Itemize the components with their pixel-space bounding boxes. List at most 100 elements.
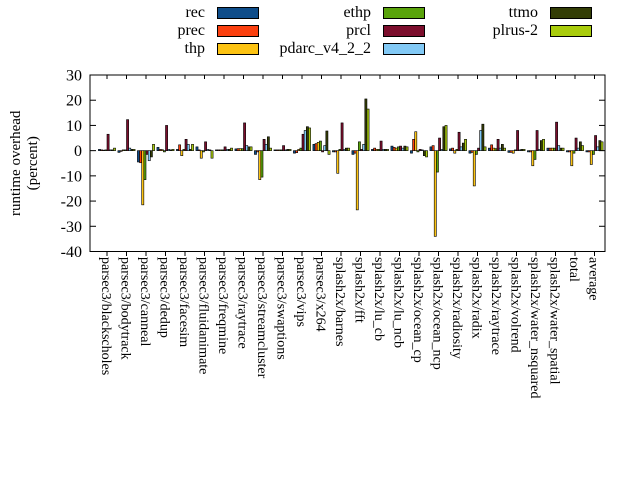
bar-prcl [301, 133, 305, 151]
x-tick-label: splash2x/radix [469, 257, 484, 339]
bar-ethp [260, 150, 264, 178]
bar-prcl [126, 119, 129, 151]
bar-rec [429, 146, 433, 151]
bar-thp [375, 149, 379, 151]
bar-rec [293, 150, 296, 154]
bar-prcl [145, 150, 149, 155]
x-tick-label: splash2x/ocean_cp [410, 257, 425, 363]
y-tick-label: 20 [66, 93, 82, 110]
bar-prec [158, 149, 162, 151]
bar-rec [527, 150, 530, 153]
bar-plrus-2 [483, 146, 487, 151]
bar-prcl [379, 140, 383, 151]
bar-prec [373, 147, 376, 151]
bar-plrus-2 [581, 145, 584, 151]
legend-swatch [217, 25, 259, 37]
bar-thp [531, 150, 535, 167]
bar-prec [334, 150, 337, 153]
bar-rec [156, 147, 160, 151]
bar-ethp [397, 146, 400, 151]
bar-ethp [377, 149, 381, 151]
bar-prcl [262, 139, 266, 151]
x-tick-label: splash2x/water_spatial [547, 257, 562, 385]
bar-pdarc_v4_2_2 [420, 149, 424, 151]
x-tick-label: parsec3/bodytrack [118, 257, 133, 360]
bar-thp [570, 150, 574, 167]
legend-column: ttmo plrus-2 [423, 4, 592, 40]
bar-rec [234, 148, 238, 151]
bar-plrus-2 [464, 139, 467, 151]
legend-label: rec [185, 4, 205, 21]
bar-ethp [104, 149, 108, 151]
bar-rec [332, 150, 335, 153]
bar-ttmo [422, 150, 426, 156]
y-tick-label: -20 [61, 194, 82, 211]
bar-ethp [182, 149, 186, 151]
bar-prcl [204, 141, 207, 151]
bar-prcl [535, 130, 539, 151]
bar-ttmo [130, 149, 134, 151]
bar-prec [314, 143, 318, 151]
bar-ethp [572, 150, 576, 154]
bar-prec [568, 150, 571, 153]
x-tick-label: parsec3/vips [293, 257, 308, 327]
x-tick-label: parsec3/freqmine [215, 257, 230, 354]
bar-pdarc_v4_2_2 [264, 144, 268, 151]
x-tick-label: total [566, 257, 581, 282]
x-tick-label: parsec3/blackscholes [98, 257, 113, 375]
legend-label: ethp [343, 4, 371, 21]
bar-ethp [475, 150, 478, 155]
bar-ethp [280, 149, 283, 151]
legend-label: pdarc_v4_2_2 [279, 40, 371, 57]
bar-ttmo [189, 149, 192, 151]
bar-prec [509, 150, 513, 153]
bar-ttmo [481, 123, 485, 151]
bar-pdarc_v4_2_2 [323, 145, 327, 151]
bar-plrus-2 [600, 141, 604, 151]
bar-prec [119, 150, 123, 152]
bar-ttmo [578, 141, 582, 151]
x-tick-label: splash2x/water_nsquared [527, 257, 542, 399]
bar-prcl [477, 147, 480, 151]
legend-label: prec [177, 22, 205, 39]
bar-prcl [555, 121, 558, 151]
bar-prec [178, 144, 182, 151]
bar-prcl [165, 125, 168, 151]
bar-prcl [457, 131, 461, 151]
bar-pdarc_v4_2_2 [362, 144, 366, 151]
bar-thp [277, 149, 281, 151]
bar-thp [316, 142, 320, 151]
bar-pdarc_v4_2_2 [128, 147, 132, 151]
bar-ttmo [364, 98, 368, 151]
bar-prec [548, 147, 552, 151]
bar-ttmo [344, 147, 348, 151]
bar-plrus-2 [152, 144, 155, 151]
bar-plrus-2 [230, 147, 233, 151]
x-tick-label: splash2x/fft [352, 257, 367, 323]
bar-thp [589, 150, 593, 165]
bar-pdarc_v4_2_2 [225, 149, 229, 151]
bar-ethp [143, 150, 147, 180]
bar-rec [488, 147, 491, 151]
bar-thp [511, 150, 515, 154]
bar-prcl [574, 137, 578, 151]
x-tick-label: parsec3/x264 [313, 257, 328, 332]
x-tick-label: parsec3/swaptions [274, 257, 289, 360]
bar-rec [351, 150, 355, 155]
legend-entry-pdarc_v4_2_2: pdarc_v4_2_2 [206, 40, 425, 58]
bar-prcl [282, 145, 285, 151]
bar-prcl [360, 149, 363, 151]
x-tick-label: parsec3/facesim [176, 257, 191, 347]
bar-ttmo [228, 149, 231, 151]
bar-pdarc_v4_2_2 [342, 149, 346, 151]
bar-prcl [516, 130, 519, 151]
bar-prec [431, 145, 435, 151]
bar-ethp [455, 149, 459, 151]
bar-thp [336, 150, 340, 174]
bar-prcl [106, 133, 110, 151]
x-tick-label: parsec3/streamcluster [254, 257, 269, 379]
bar-ethp [533, 150, 537, 160]
bar-prec [256, 150, 259, 153]
bar-ethp [163, 150, 166, 153]
